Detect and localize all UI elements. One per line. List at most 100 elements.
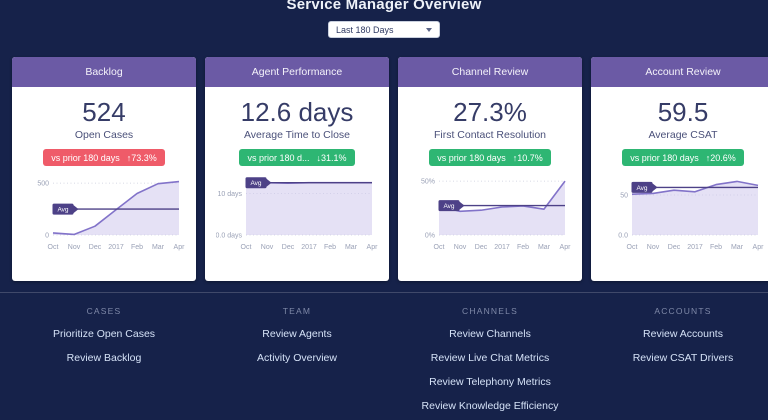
svg-text:Nov: Nov: [647, 244, 660, 251]
trend-chart[interactable]: 500 0 Avg Oct Nov Dec 2017 Feb Mar Apr: [23, 171, 185, 269]
date-range-value: Last 180 Days: [336, 24, 394, 35]
card-header: Account Review: [591, 57, 768, 87]
svg-text:0.0: 0.0: [618, 233, 628, 240]
svg-text:Feb: Feb: [517, 244, 529, 251]
svg-text:Oct: Oct: [241, 244, 252, 251]
svg-text:Dec: Dec: [475, 244, 488, 251]
metric-label: Average Time to Close: [243, 129, 351, 141]
svg-text:50: 50: [620, 193, 628, 200]
svg-text:Feb: Feb: [710, 244, 722, 251]
svg-text:Mar: Mar: [731, 244, 744, 251]
comparison-badge: vs prior 180 d... ↓31.1%: [239, 149, 355, 166]
footer-link[interactable]: Review CSAT Drivers: [632, 352, 734, 364]
footer-column-header: CASES: [86, 306, 122, 316]
card-body: 27.3% First Contact Resolution vs prior …: [398, 87, 582, 281]
comparison-badge-value: ↑10.7%: [512, 152, 543, 163]
svg-text:500: 500: [37, 181, 49, 188]
card-body: 59.5 Average CSAT vs prior 180 days ↑20.…: [591, 87, 768, 281]
metric-label: Open Cases: [74, 129, 134, 141]
svg-text:Avg: Avg: [250, 180, 261, 187]
svg-text:2017: 2017: [301, 244, 317, 251]
svg-text:Dec: Dec: [282, 244, 295, 251]
footer-link[interactable]: Review Channels: [449, 328, 531, 340]
metric-card: Backlog 524 Open Cases vs prior 180 days…: [12, 57, 196, 281]
svg-text:Avg: Avg: [636, 185, 647, 192]
svg-text:Mar: Mar: [538, 244, 551, 251]
page-title: Service Manager Overview: [286, 0, 482, 13]
svg-text:10 days: 10 days: [217, 191, 242, 198]
card-title: Account Review: [645, 66, 721, 78]
svg-text:0: 0: [45, 233, 49, 240]
svg-text:0.0 days: 0.0 days: [216, 233, 242, 240]
card-title: Channel Review: [451, 66, 529, 78]
metric-value: 12.6 days: [240, 97, 354, 127]
footer-link[interactable]: Review Telephony Metrics: [429, 376, 551, 388]
svg-text:Oct: Oct: [434, 244, 445, 251]
footer-link[interactable]: Prioritize Open Cases: [52, 328, 156, 340]
svg-text:Nov: Nov: [454, 244, 467, 251]
metric-card: Agent Performance 12.6 days Average Time…: [205, 57, 389, 281]
svg-text:Oct: Oct: [48, 244, 59, 251]
comparison-badge: vs prior 180 days ↑10.7%: [429, 149, 551, 166]
svg-text:2017: 2017: [108, 244, 124, 251]
card-header: Backlog: [12, 57, 196, 87]
comparison-badge-text: vs prior 180 days: [630, 152, 699, 163]
chevron-down-icon: [426, 27, 432, 32]
footer-link[interactable]: Review Backlog: [66, 352, 142, 364]
footer-columns: CASES Prioritize Open Cases Review Backlo…: [12, 306, 768, 420]
svg-text:Apr: Apr: [753, 244, 764, 251]
footer-link[interactable]: Review Accounts: [643, 328, 723, 340]
footer-column-header: TEAM: [282, 306, 312, 316]
svg-text:Apr: Apr: [367, 244, 378, 251]
footer-column-header: CHANNELS: [462, 306, 518, 316]
footer-column: CASES Prioritize Open Cases Review Backlo…: [12, 306, 196, 420]
trend-chart[interactable]: 50% 0% Avg Oct Nov Dec 2017 Feb Mar Apr: [409, 171, 571, 269]
card-header: Channel Review: [398, 57, 582, 87]
svg-text:50%: 50%: [421, 179, 435, 186]
svg-text:Avg: Avg: [443, 203, 454, 210]
svg-text:Avg: Avg: [57, 207, 68, 214]
svg-text:2017: 2017: [494, 244, 510, 251]
trend-chart[interactable]: 10 days 0.0 days Avg Oct Nov Dec 2017 Feb Mar Apr: [216, 171, 378, 269]
svg-text:Feb: Feb: [324, 244, 336, 251]
svg-text:Apr: Apr: [560, 244, 571, 251]
metric-value: 524: [82, 97, 126, 127]
svg-text:Nov: Nov: [68, 244, 81, 251]
svg-text:0%: 0%: [425, 233, 435, 240]
metric-label: First Contact Resolution: [433, 129, 547, 141]
svg-text:Dec: Dec: [89, 244, 102, 251]
footer-link[interactable]: Activity Overview: [257, 352, 337, 364]
svg-text:Oct: Oct: [627, 244, 638, 251]
comparison-badge: vs prior 180 days ↑20.6%: [622, 149, 744, 166]
metric-card: Channel Review 27.3% First Contact Resol…: [398, 57, 582, 281]
card-title: Backlog: [85, 66, 123, 78]
footer-column: ACCOUNTS Review Accounts Review CSAT Driv…: [591, 306, 768, 420]
card-header: Agent Performance: [205, 57, 389, 87]
footer-links-section: CASES Prioritize Open Cases Review Backlo…: [0, 292, 768, 420]
footer-link[interactable]: Review Agents: [262, 328, 332, 340]
metric-label: Average CSAT: [648, 129, 718, 141]
footer-link[interactable]: Review Knowledge Efficiency: [421, 400, 559, 412]
metric-value: 59.5: [657, 97, 709, 127]
svg-text:Mar: Mar: [345, 244, 358, 251]
footer-column-header: ACCOUNTS: [654, 306, 712, 316]
comparison-badge-text: vs prior 180 days: [51, 152, 120, 163]
metric-card: Account Review 59.5 Average CSAT vs prio…: [591, 57, 768, 281]
footer-column: TEAM Review Agents Activity Overview: [205, 306, 389, 420]
trend-chart[interactable]: 50 0.0 Avg Oct Nov Dec 2017 Feb Mar Apr: [602, 171, 764, 269]
footer-link[interactable]: Review Live Chat Metrics: [430, 352, 550, 364]
date-range-select[interactable]: Last 180 Days: [328, 21, 440, 38]
metric-value: 27.3%: [453, 97, 527, 127]
svg-text:Feb: Feb: [131, 244, 143, 251]
comparison-badge-value: ↑73.3%: [126, 152, 157, 163]
svg-text:Apr: Apr: [174, 244, 185, 251]
card-body: 524 Open Cases vs prior 180 days ↑73.3% …: [12, 87, 196, 281]
comparison-badge: vs prior 180 days ↑73.3%: [43, 149, 165, 166]
svg-text:Nov: Nov: [261, 244, 274, 251]
comparison-badge-text: vs prior 180 d...: [247, 152, 310, 163]
svg-text:2017: 2017: [687, 244, 703, 251]
comparison-badge-value: ↑20.6%: [705, 152, 736, 163]
footer-column: CHANNELS Review Channels Review Live Chat…: [398, 306, 582, 420]
svg-text:Dec: Dec: [668, 244, 681, 251]
